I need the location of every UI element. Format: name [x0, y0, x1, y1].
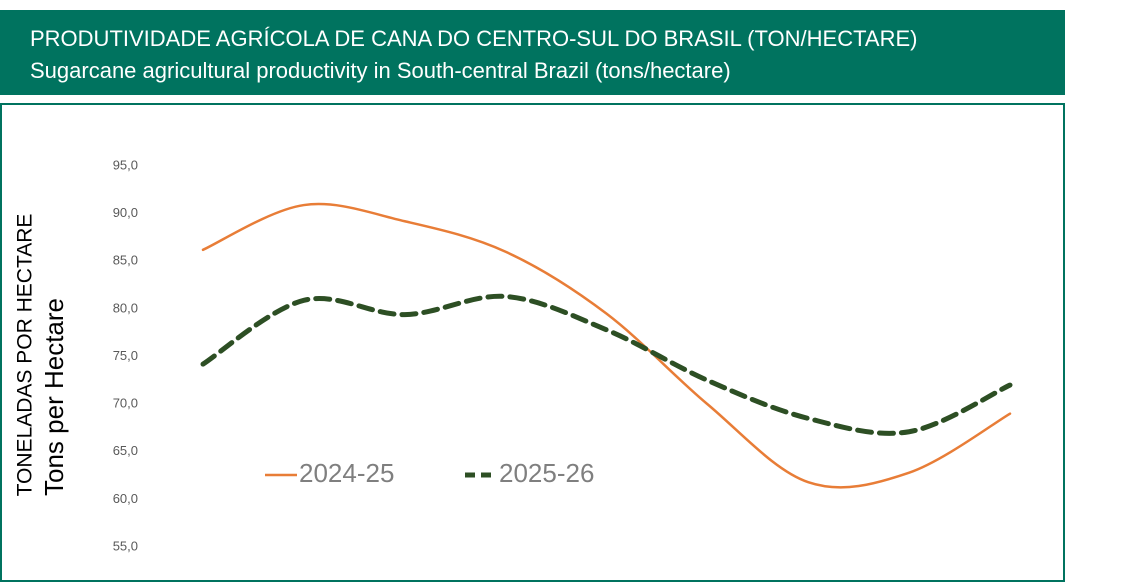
- header-box: [0, 10, 1065, 95]
- y-tick-label: 70,0: [113, 396, 138, 411]
- legend-label: 2024-25: [299, 458, 394, 488]
- series-line: [200, 293, 1013, 436]
- y-tick-label: 90,0: [113, 205, 138, 220]
- y-tick-label: 85,0: [113, 253, 138, 268]
- y-tick-label: 75,0: [113, 348, 138, 363]
- series-line: [201, 202, 1012, 489]
- plot-frame: [0, 103, 1065, 582]
- legend-label: 2025-26: [499, 458, 594, 488]
- y-tick-label: 60,0: [113, 491, 138, 506]
- chart-subtitle: Sugarcane agricultural productivity in S…: [30, 58, 731, 83]
- y-tick-label: 65,0: [113, 443, 138, 458]
- y-tick-label: 80,0: [113, 300, 138, 315]
- chart-title: PRODUTIVIDADE AGRÍCOLA DE CANA DO CENTRO…: [30, 26, 917, 51]
- y-tick-label: 95,0: [113, 157, 138, 172]
- y-axis-title-en: Tons per Hectare: [39, 298, 69, 496]
- y-axis-title: TONELADAS POR HECTARE: [14, 214, 37, 497]
- y-tick-label: 55,0: [113, 538, 138, 553]
